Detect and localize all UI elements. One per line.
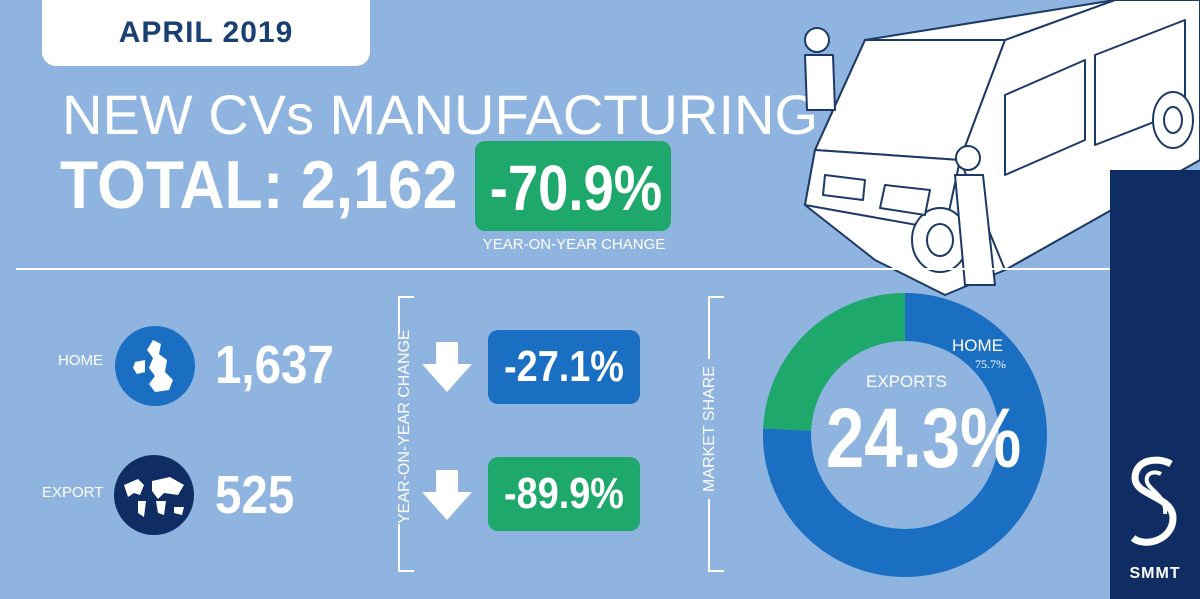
yoy-change-value: -70.9% xyxy=(489,152,663,224)
home-label: HOME xyxy=(58,352,103,369)
smmt-logo-icon xyxy=(1130,456,1177,546)
total-value: TOTAL: 2,162 xyxy=(60,147,458,223)
export-change-badge: -89.9% xyxy=(488,457,640,531)
brand-band xyxy=(1110,170,1200,599)
home-value: 1,637 xyxy=(215,335,334,395)
van-illustration xyxy=(804,0,1200,296)
date-label: APRIL 2019 xyxy=(118,16,294,49)
uk-map-icon xyxy=(115,326,195,406)
donut-home-label: HOME xyxy=(952,336,1003,355)
page-title: NEW CVs MANUFACTURING xyxy=(62,83,818,146)
donut-exports-pct: 24.3% xyxy=(826,391,1022,485)
donut-slice-exports xyxy=(763,293,1047,577)
home-change-value: -27.1% xyxy=(504,342,624,391)
home-change-badge: -27.1% xyxy=(488,330,640,404)
uk-map-shape xyxy=(133,340,173,392)
export-value: 525 xyxy=(215,465,295,525)
export-change-value: -89.9% xyxy=(504,469,624,518)
globe-icon xyxy=(114,455,194,535)
export-label: EXPORT xyxy=(42,484,104,501)
yoy-change-badge: -70.9% xyxy=(475,141,671,231)
share-axis-label: MARKET SHARE xyxy=(701,359,719,499)
change-axis-label: YEAR-ON-YEAR CHANGE xyxy=(396,329,414,524)
market-share-donut xyxy=(763,293,1047,577)
down-arrow-icon xyxy=(422,470,472,520)
section-divider xyxy=(16,268,1110,270)
smmt-logo-text: SMMT xyxy=(1129,565,1181,582)
yoy-change-label: YEAR-ON-YEAR CHANGE xyxy=(482,236,666,253)
donut-home-pct: 75.7% xyxy=(975,357,1006,371)
donut-exports-label: EXPORTS xyxy=(866,372,947,391)
down-arrow-icon xyxy=(422,342,472,392)
date-tab: APRIL 2019 xyxy=(42,0,370,66)
world-map-shape xyxy=(124,477,184,517)
